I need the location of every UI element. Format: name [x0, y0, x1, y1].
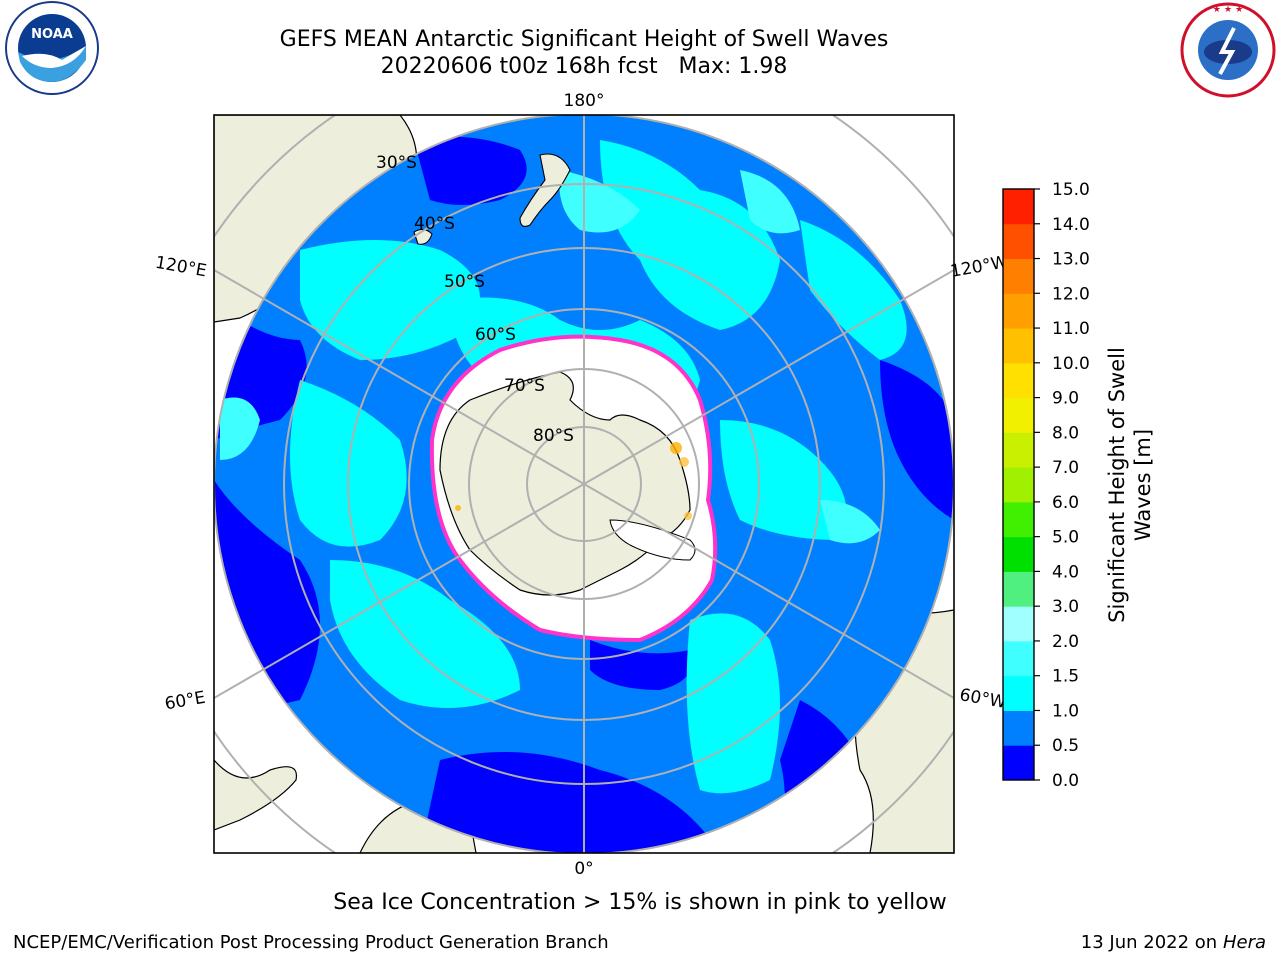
sea-ice-note: Sea Ice Concentration > 15% is shown in … [333, 890, 947, 915]
colorbar-tick-label: 12.0 [1052, 284, 1090, 304]
colorbar-tick-label: 8.0 [1052, 423, 1079, 443]
date-text: 13 Jun 2022 on [1080, 932, 1218, 953]
colorbar-tick-label: 5.0 [1052, 528, 1079, 548]
colorbar-segment [1003, 536, 1034, 572]
chart-subtitle: 20220606 t00z 168h fcst Max: 1.98 [380, 54, 788, 79]
colorbar-segment [1003, 223, 1034, 260]
colorbar-segment [1003, 293, 1034, 329]
lon-label-top: 180° [564, 91, 605, 111]
colorbar-tick-label: 0.0 [1052, 771, 1079, 791]
colorbar-segment [1003, 501, 1034, 538]
lon-label-lower-right: 60°W [958, 685, 1008, 713]
colorbar-frame [1002, 188, 1035, 781]
lon-label-upper-right: 120°W [949, 252, 1010, 282]
colorbar-segment [1003, 640, 1034, 677]
colorbar-segment [1003, 397, 1034, 433]
nws-logo: ★ ★ ★ [1180, 2, 1276, 98]
svg-text:★ ★ ★: ★ ★ ★ [1213, 5, 1243, 15]
noaa-logo: NOAA [5, 1, 99, 95]
colorbar-tick-label: 10.0 [1052, 354, 1090, 374]
colorbar-tick-label: 15.0 [1052, 180, 1090, 200]
colorbar-segment [1003, 745, 1034, 781]
lon-label-lower-left: 60°E [163, 688, 207, 715]
colorbar-segment [1003, 710, 1034, 746]
colorbar-segment [1003, 467, 1034, 503]
graticule [214, 115, 954, 853]
colorbar-tick-label: 11.0 [1052, 319, 1090, 339]
colorbar-segment [1003, 675, 1034, 711]
colorbar-segment [1003, 328, 1034, 364]
colorbar-tick-label: 1.5 [1052, 667, 1079, 687]
colorbar-segment [1003, 432, 1034, 468]
colorbar-tick-label: 2.0 [1052, 632, 1079, 652]
colorbar-tick-label: 1.0 [1052, 701, 1079, 721]
machine-name: Hera [1222, 932, 1266, 953]
lon-label-bottom: 0° [574, 859, 593, 879]
colorbar-tick-label: 6.0 [1052, 493, 1079, 513]
colorbar-tick-label: 7.0 [1052, 458, 1079, 478]
lat-label-60s: 60°S [475, 325, 516, 345]
colorbar-segment [1003, 189, 1034, 225]
colorbar-segment [1003, 606, 1034, 642]
colorbar-segment [1003, 362, 1034, 399]
colorbar-tick-label: 13.0 [1052, 250, 1090, 270]
colorbar-tick-label: 0.5 [1052, 736, 1079, 756]
credit-line: NCEP/EMC/Verification Post Processing Pr… [13, 932, 609, 953]
colorbar-segment [1003, 571, 1034, 607]
colorbar-label-line1: Significant Height of Swell [1105, 347, 1129, 623]
lat-label-30s: 30°S [376, 153, 417, 173]
lat-label-50s: 50°S [444, 272, 485, 292]
colorbar-tick-label: 14.0 [1052, 215, 1090, 235]
date-stamp: 13 Jun 2022 on Hera [1081, 932, 1266, 953]
colorbar [1003, 189, 1034, 781]
colorbar-label-line2: Waves [m] [1131, 429, 1155, 541]
lat-label-80s: 80°S [533, 426, 574, 446]
colorbar-tick-label: 4.0 [1052, 562, 1079, 582]
lon-label-upper-left: 120°E [154, 253, 208, 282]
svg-text:NOAA: NOAA [31, 27, 73, 42]
colorbar-ticks: 0.0 0.5 1.0 1.5 2.0 3.0 4.0 5.0 6.0 7.0 8.0 9.0 10.0… [1034, 180, 1090, 791]
lat-label-40s: 40°S [414, 214, 455, 234]
chart-title: GEFS MEAN Antarctic Significant Height o… [279, 27, 889, 52]
colorbar-tick-label: 9.0 [1052, 389, 1079, 409]
lat-label-70s: 70°S [504, 376, 545, 396]
colorbar-tick-label: 3.0 [1052, 597, 1079, 617]
colorbar-segment [1003, 258, 1034, 294]
